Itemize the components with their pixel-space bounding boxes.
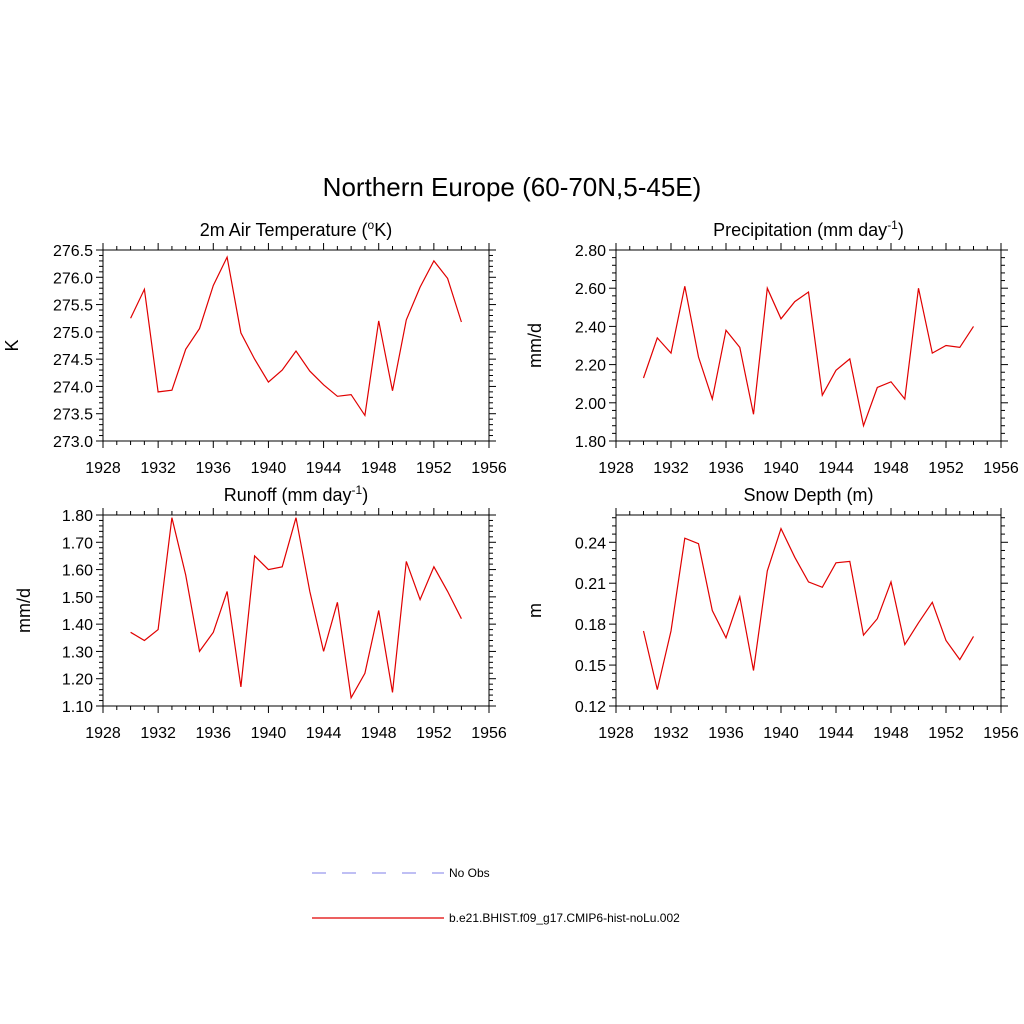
- legend-item-2: b.e21.BHIST.f09_g17.CMIP6-hist-noLu.002: [312, 911, 680, 925]
- x-tick-label: 1932: [140, 725, 176, 742]
- y-tick-label: 1.80: [575, 434, 606, 451]
- x-tick-label: 1948: [361, 460, 397, 477]
- panel-title: Snow Depth (m): [743, 485, 873, 505]
- y-tick-label: 276.5: [53, 243, 93, 260]
- y-tick-label: 276.0: [53, 270, 93, 287]
- x-tick-label: 1936: [708, 460, 744, 477]
- y-tick-label: 275.0: [53, 325, 93, 342]
- legend: No Obs b.e21.BHIST.f09_g17.CMIP6-hist-noL…: [312, 866, 680, 925]
- x-tick-label: 1932: [653, 460, 689, 477]
- panel-title: Precipitation (mm day-1): [713, 218, 904, 240]
- x-tick-label: 1928: [598, 460, 634, 477]
- x-tick-label: 1944: [818, 725, 854, 742]
- chart-panel-4: 1928 1932 1936 1940 1944 1948 1952 1956 0.12 0.15…: [525, 485, 1019, 742]
- x-tick-label: 1952: [416, 725, 452, 742]
- series-line: [642, 285, 975, 428]
- x-tick-label: 1936: [708, 725, 744, 742]
- y-tick-label: 275.5: [53, 298, 93, 315]
- y-tick-label: 0.15: [575, 658, 606, 675]
- x-tick-label: 1940: [763, 725, 799, 742]
- y-tick-label: 0.24: [575, 535, 606, 552]
- plot-frame: [102, 249, 490, 442]
- x-tick-label: 1944: [306, 725, 342, 742]
- y-tick-label: 274.5: [53, 352, 93, 369]
- x-tick-label: 1956: [471, 725, 507, 742]
- y-tick-label: 274.0: [53, 379, 93, 396]
- x-tick-label: 1928: [598, 725, 634, 742]
- y-tick-label: 0.21: [575, 576, 606, 593]
- x-tick-label: 1952: [928, 725, 964, 742]
- x-tick-label: 1928: [85, 460, 121, 477]
- y-tick-label: 1.40: [62, 617, 93, 634]
- x-tick-label: 1936: [195, 725, 231, 742]
- x-tick-label: 1948: [361, 725, 397, 742]
- x-tick-label: 1944: [818, 460, 854, 477]
- plot-frame: [615, 249, 1002, 442]
- y-tick-label: 1.50: [62, 590, 93, 607]
- y-axis-label: mm/d: [525, 323, 545, 368]
- y-tick-label: 1.60: [62, 563, 93, 580]
- x-tick-label: 1956: [983, 460, 1019, 477]
- chart-panels: 1928 1932 1936 1940 1944 1948 1952 1956 273.0 273…: [2, 218, 1019, 742]
- legend-item-1: No Obs: [312, 866, 490, 880]
- y-tick-label: 2.00: [575, 396, 606, 413]
- y-tick-label: 2.60: [575, 281, 606, 298]
- chart-panel-3: 1928 1932 1936 1940 1944 1948 1952 1956 1.10 1.20…: [14, 483, 507, 742]
- x-tick-label: 1940: [251, 460, 287, 477]
- y-axis-label: K: [2, 339, 22, 351]
- x-tick-label: 1936: [195, 460, 231, 477]
- y-tick-label: 273.5: [53, 407, 93, 424]
- figure-title: Northern Europe (60-70N,5-45E): [323, 172, 702, 202]
- x-tick-label: 1928: [85, 725, 121, 742]
- x-tick-label: 1932: [653, 725, 689, 742]
- y-axis-label: m: [525, 603, 545, 618]
- y-tick-label: 1.70: [62, 535, 93, 552]
- panel-title: Runoff (mm day-1): [224, 483, 368, 505]
- x-tick-label: 1932: [140, 460, 176, 477]
- series-line: [642, 526, 975, 690]
- x-tick-label: 1948: [873, 460, 909, 477]
- y-tick-label: 273.0: [53, 434, 93, 451]
- series-line: [130, 517, 462, 700]
- x-tick-label: 1944: [306, 460, 342, 477]
- y-tick-label: 0.12: [575, 699, 606, 716]
- series-line: [130, 255, 462, 418]
- chart-panel-2: 1928 1932 1936 1940 1944 1948 1952 1956 1.80 2.00…: [525, 218, 1019, 477]
- y-tick-label: 2.80: [575, 243, 606, 260]
- y-tick-label: 2.20: [575, 358, 606, 375]
- y-tick-label: 0.18: [575, 617, 606, 634]
- legend-label: b.e21.BHIST.f09_g17.CMIP6-hist-noLu.002: [449, 911, 680, 925]
- x-tick-label: 1952: [416, 460, 452, 477]
- x-tick-label: 1952: [928, 460, 964, 477]
- x-tick-label: 1940: [763, 460, 799, 477]
- x-tick-label: 1940: [251, 725, 287, 742]
- y-tick-label: 1.10: [62, 699, 93, 716]
- y-tick-label: 2.40: [575, 319, 606, 336]
- panel-title: 2m Air Temperature (oK): [200, 218, 392, 240]
- y-axis-label: mm/d: [14, 588, 34, 633]
- x-tick-label: 1956: [471, 460, 507, 477]
- y-tick-label: 1.80: [62, 508, 93, 525]
- y-tick-label: 1.20: [62, 672, 93, 689]
- x-tick-label: 1956: [983, 725, 1019, 742]
- y-tick-label: 1.30: [62, 644, 93, 661]
- chart-panel-1: 1928 1932 1936 1940 1944 1948 1952 1956 273.0 273…: [2, 218, 507, 477]
- x-tick-label: 1948: [873, 725, 909, 742]
- legend-label: No Obs: [449, 866, 490, 880]
